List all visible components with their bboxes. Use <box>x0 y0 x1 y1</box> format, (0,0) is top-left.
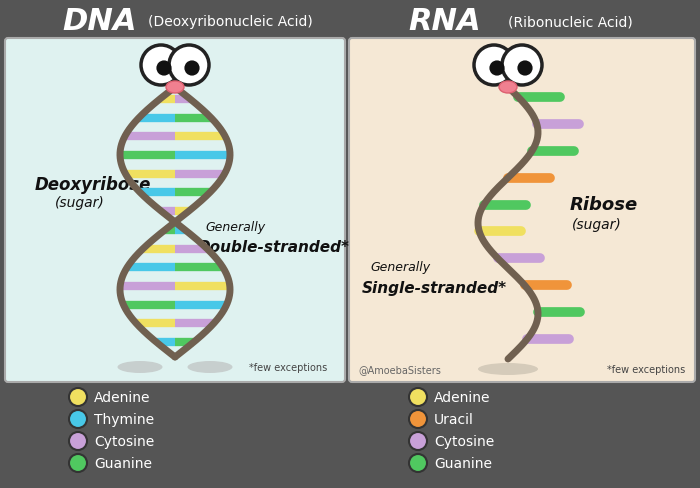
Text: Uracil: Uracil <box>434 412 474 426</box>
Ellipse shape <box>188 361 232 373</box>
Ellipse shape <box>118 361 162 373</box>
Text: Adenine: Adenine <box>434 390 491 404</box>
Text: Thymine: Thymine <box>94 412 154 426</box>
Text: Double-stranded*: Double-stranded* <box>198 240 350 255</box>
Text: Guanine: Guanine <box>94 456 152 470</box>
Text: Ribose: Ribose <box>570 196 638 214</box>
Text: (Deoxyribonucleic Acid): (Deoxyribonucleic Acid) <box>148 15 312 29</box>
Circle shape <box>69 432 87 450</box>
Ellipse shape <box>478 363 538 375</box>
Text: (sugar): (sugar) <box>572 218 622 231</box>
Circle shape <box>517 61 533 77</box>
Circle shape <box>409 388 427 406</box>
Text: Deoxyribose: Deoxyribose <box>35 176 151 194</box>
Text: Single-stranded*: Single-stranded* <box>362 280 507 295</box>
Circle shape <box>409 432 427 450</box>
Text: Guanine: Guanine <box>434 456 492 470</box>
Text: RNA: RNA <box>409 7 482 37</box>
Text: Generally: Generally <box>370 261 430 274</box>
Circle shape <box>184 61 199 77</box>
Text: (sugar): (sugar) <box>55 196 105 209</box>
Circle shape <box>69 454 87 472</box>
Text: (Ribonucleic Acid): (Ribonucleic Acid) <box>508 15 632 29</box>
Circle shape <box>156 61 172 77</box>
Ellipse shape <box>166 82 184 94</box>
Circle shape <box>409 410 427 428</box>
Text: Generally: Generally <box>205 221 265 234</box>
Circle shape <box>69 388 87 406</box>
Circle shape <box>69 410 87 428</box>
Text: DNA: DNA <box>63 7 137 37</box>
Circle shape <box>489 61 505 77</box>
Circle shape <box>141 46 181 86</box>
Text: @AmoebaSisters: @AmoebaSisters <box>358 364 441 374</box>
Ellipse shape <box>499 82 517 94</box>
FancyBboxPatch shape <box>5 39 345 382</box>
Text: *few exceptions: *few exceptions <box>248 362 327 372</box>
Text: Cytosine: Cytosine <box>94 434 154 448</box>
Text: *few exceptions: *few exceptions <box>607 364 685 374</box>
FancyBboxPatch shape <box>349 39 695 382</box>
Circle shape <box>169 46 209 86</box>
Circle shape <box>474 46 514 86</box>
Text: Cytosine: Cytosine <box>434 434 494 448</box>
Text: Adenine: Adenine <box>94 390 150 404</box>
Circle shape <box>409 454 427 472</box>
Circle shape <box>502 46 542 86</box>
